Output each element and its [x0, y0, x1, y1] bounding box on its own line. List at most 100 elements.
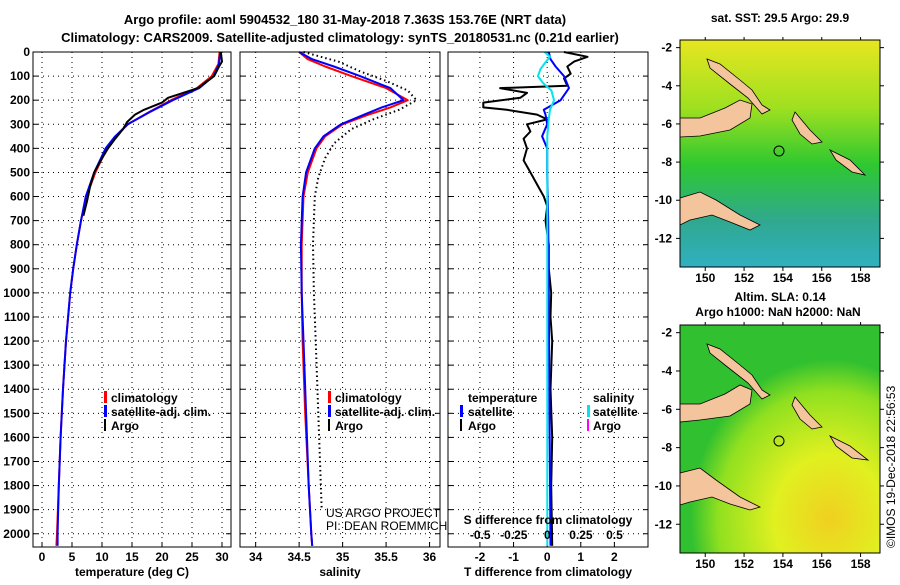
y-tick-label: 1300 — [3, 358, 30, 372]
legend-swatch-climatology — [328, 391, 331, 403]
y-tick-label: 800 — [10, 238, 30, 252]
legend-label: satellite — [468, 405, 513, 419]
x-tick-label: 36 — [423, 550, 437, 564]
x-tick-label: 30 — [215, 550, 229, 564]
map-lon-label: 154 — [773, 271, 793, 285]
y-tick-label: 100 — [10, 69, 30, 83]
plot-frame — [239, 51, 441, 548]
x-tick-label: -1 — [508, 550, 519, 564]
y-tick-label: 1400 — [3, 382, 30, 396]
land-png-mainland — [679, 467, 762, 511]
map-lon-label: 156 — [812, 271, 832, 285]
plot-frame — [447, 51, 649, 548]
y-tick-label: 1200 — [3, 334, 30, 348]
plot-frame — [32, 51, 232, 548]
map-lon-label: 154 — [773, 557, 793, 571]
y-tick-label: 200 — [10, 93, 30, 107]
map-lat-label: -4 — [661, 79, 672, 93]
series-line-t-satellite — [541, 51, 570, 546]
sst-map-title: sat. SST: 29.5 Argo: 29.9 — [711, 11, 850, 25]
legend-swatch-satellite — [328, 405, 331, 417]
map-lon-label: 158 — [851, 271, 871, 285]
y-tick-label: 2000 — [3, 527, 30, 541]
map-lat-label: -2 — [661, 326, 672, 340]
sst-map: sat. SST: 29.5 Argo: 29.9 150 152 154 156 15… — [655, 11, 884, 285]
x2-tick-label: 0 — [544, 528, 551, 542]
x-tick-label: 10 — [95, 550, 109, 564]
legend-swatch-satellite — [104, 405, 107, 417]
land-new-britain — [679, 99, 753, 138]
legend-label: climatology — [111, 391, 178, 405]
legend-swatch-climatology — [104, 391, 107, 403]
y-tick-label: 600 — [10, 190, 30, 204]
x-tick-label: 35.5 — [374, 550, 398, 564]
series-line-satellite-adj-clim- — [298, 51, 405, 546]
series-line-t-argo — [482, 51, 589, 546]
sla-map-subtitle: Argo h1000: NaN h2000: NaN — [695, 305, 860, 319]
land-bougainville — [791, 396, 823, 430]
legend-swatch-argo — [104, 419, 106, 431]
series-line-s-satellite — [536, 51, 555, 546]
land-new-ireland — [706, 343, 771, 400]
map-lat-label: -8 — [661, 155, 672, 169]
title-line-2: Climatology: CARS2009. Satellite-adjuste… — [61, 30, 619, 45]
credit-line-2: PI: DEAN ROEMMICH — [326, 519, 447, 533]
legend-swatch-t-argo — [460, 419, 462, 431]
sla-map-frame — [679, 324, 881, 554]
map-lat-label: -10 — [655, 479, 673, 493]
argo-float-marker — [773, 145, 785, 157]
land-png-mainland — [679, 191, 761, 231]
series-line-climatology — [298, 51, 409, 546]
map-lat-label: -2 — [661, 41, 672, 55]
x-tick-label: 15 — [125, 550, 139, 564]
x2-tick-label: 0.25 — [569, 528, 593, 542]
legend-swatch-argo — [328, 419, 330, 431]
sst-map-frame — [679, 39, 881, 268]
map-lat-label: -12 — [655, 231, 673, 245]
y-tick-label: 1700 — [3, 454, 30, 468]
map-lat-label: -8 — [661, 441, 672, 455]
x-tick-label: 5 — [69, 550, 76, 564]
temperature-profile-panel: 0 5 10 15 20 25 300100200300400500600700800900… — [3, 45, 232, 579]
map-lon-label: 152 — [734, 557, 754, 571]
y-tick-label: 1800 — [3, 479, 30, 493]
temperature-legend: climatology satellite-adj. clim. Argo — [104, 391, 211, 433]
legend-label: satellite-adj. clim. — [111, 405, 211, 419]
x-tick-label: 2 — [611, 550, 618, 564]
sst-field — [680, 40, 880, 267]
legend-swatch-t-satellite — [460, 405, 463, 417]
x-tick-label: -2 — [475, 550, 486, 564]
map-lat-label: -10 — [655, 193, 673, 207]
x-axis-label: T difference from climatology — [464, 565, 632, 579]
difference-profile-panel: -2 -1 0 1 2T difference from climatology S di… — [447, 51, 649, 579]
land-solomons — [828, 435, 870, 461]
y-tick-label: 0 — [23, 45, 30, 59]
map-lon-label: 150 — [695, 557, 715, 571]
sla-map: Altim. SLA: 0.14 Argo h1000: NaN h2000: … — [655, 290, 884, 571]
legend-swatch-s-argo — [587, 419, 589, 431]
series-line-argo — [82, 51, 223, 217]
x-tick-label: 0 — [39, 550, 46, 564]
y-tick-label: 400 — [10, 141, 30, 155]
y-tick-label: 1000 — [3, 286, 30, 300]
argo-float-marker — [773, 435, 785, 447]
sla-map-title: Altim. SLA: 0.14 — [734, 290, 826, 304]
map-lat-label: -12 — [655, 517, 673, 531]
x-axis-label: salinity — [319, 565, 361, 579]
legend-title-temperature: temperature — [468, 391, 538, 405]
map-lon-label: 158 — [851, 557, 871, 571]
land-bougainville — [791, 111, 823, 145]
map-lat-label: -6 — [661, 402, 672, 416]
map-lat-label: -6 — [661, 117, 672, 131]
salinity-legend: climatology satellite-adj. clim. Argo — [328, 391, 435, 433]
legend-label: climatology — [335, 391, 402, 405]
x-tick-label: 34.5 — [287, 550, 311, 564]
legend-label: Argo — [593, 419, 621, 433]
x-axis-label: temperature (deg C) — [75, 565, 189, 579]
y-tick-label: 1600 — [3, 430, 30, 444]
x2-axis-label: S difference from climatology — [464, 513, 633, 527]
x2-tick-label: -0.25 — [500, 528, 528, 542]
y-tick-label: 500 — [10, 165, 30, 179]
salinity-profile-panel: 34 34.5 35 35.5 36 salinity — [239, 51, 441, 579]
